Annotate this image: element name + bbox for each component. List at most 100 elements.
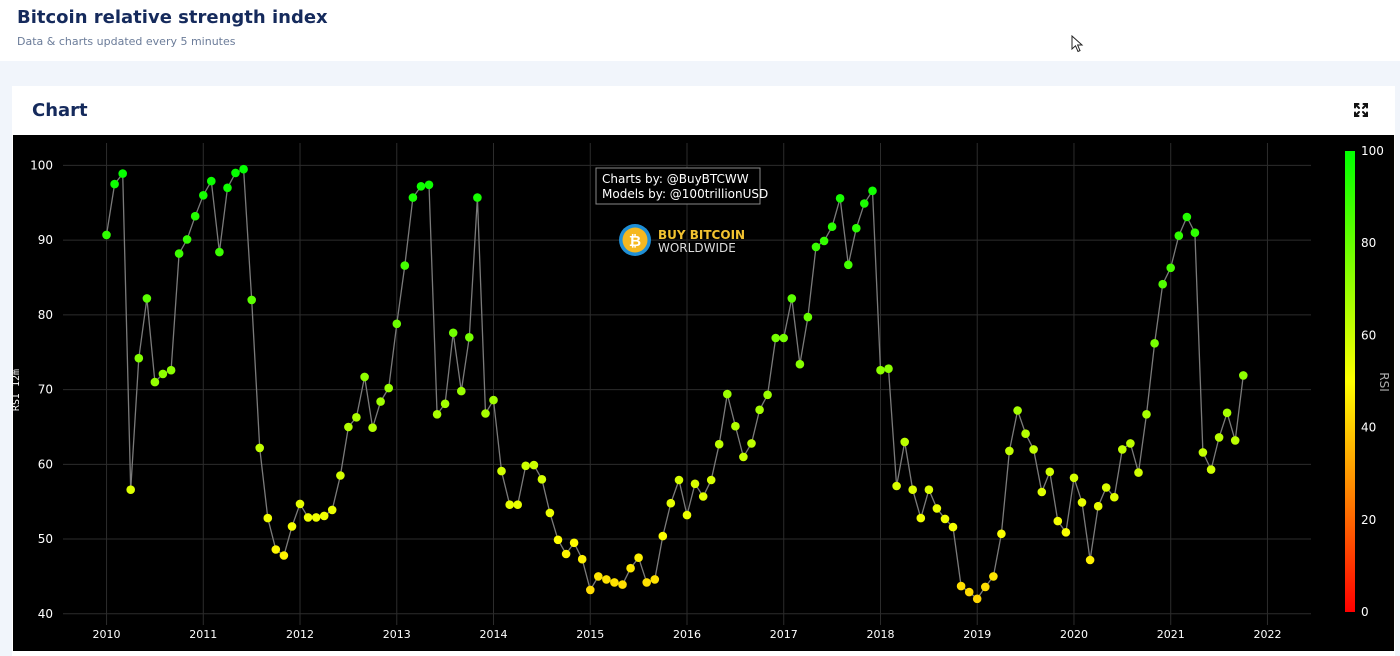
rsi-data-point bbox=[303, 513, 313, 522]
x-tick-label: 2017 bbox=[770, 628, 798, 641]
rsi-data-point bbox=[771, 333, 780, 343]
rsi-data-point bbox=[1069, 473, 1079, 483]
annotation-line-1: Charts by: @BuyBTCWW bbox=[602, 172, 749, 186]
rsi-data-point bbox=[1093, 501, 1103, 511]
rsi-data-point bbox=[126, 485, 135, 495]
rsi-data-point bbox=[263, 513, 273, 523]
rsi-data-point bbox=[997, 529, 1006, 539]
rsi-data-point bbox=[1053, 516, 1063, 526]
rsi-data-point bbox=[1005, 446, 1014, 456]
rsi-data-point bbox=[956, 581, 966, 591]
rsi-data-point bbox=[1222, 408, 1232, 418]
rsi-chart-svg[interactable]: 40 50 60 70 80 90 100 2010 2011 2012 2013 2014 2015 2… bbox=[13, 135, 1394, 651]
rsi-data-point bbox=[110, 179, 119, 189]
rsi-data-point bbox=[360, 372, 369, 382]
colorbar-tick-label: 40 bbox=[1361, 421, 1376, 435]
rsi-data-point bbox=[465, 333, 474, 342]
rsi-data-point bbox=[610, 578, 619, 587]
rsi-data-point bbox=[731, 421, 740, 431]
rsi-data-point bbox=[989, 572, 998, 581]
rsi-data-point bbox=[400, 261, 410, 270]
colorbar-tick-label: 100 bbox=[1361, 144, 1384, 158]
colorbar-tick-label: 20 bbox=[1361, 513, 1376, 527]
rsi-data-point bbox=[1142, 410, 1151, 419]
rsi-data-point bbox=[311, 513, 321, 522]
rsi-data-point bbox=[972, 594, 982, 604]
rsi-data-point bbox=[150, 377, 160, 387]
rsi-data-point bbox=[876, 365, 885, 375]
rsi-data-point bbox=[795, 359, 805, 369]
rsi-data-point bbox=[392, 319, 402, 329]
mouse-cursor-icon bbox=[1071, 35, 1084, 53]
rsi-data-point bbox=[900, 437, 909, 447]
watermark-line-2: WORLDWIDE bbox=[658, 241, 736, 255]
expand-arrows-icon bbox=[1354, 103, 1368, 117]
rsi-data-point bbox=[916, 513, 926, 523]
rsi-data-point bbox=[481, 409, 490, 418]
rsi-data-point bbox=[1166, 263, 1175, 273]
rsi-data-point bbox=[207, 176, 216, 186]
rsi-data-point bbox=[327, 505, 337, 515]
rsi-data-point bbox=[287, 522, 297, 531]
rsi-data-point bbox=[690, 479, 700, 489]
rsi-data-point bbox=[376, 397, 385, 406]
rsi-data-point bbox=[408, 193, 418, 202]
rsi-data-point bbox=[545, 508, 555, 518]
x-tick-label: 2019 bbox=[963, 628, 991, 641]
rsi-data-point bbox=[231, 168, 240, 178]
card-title: Chart bbox=[32, 100, 88, 121]
rsi-data-point bbox=[650, 575, 660, 584]
rsi-data-point bbox=[924, 485, 934, 495]
rsi-data-point bbox=[1150, 339, 1159, 348]
rsi-data-point bbox=[513, 500, 522, 510]
rsi-data-point bbox=[1230, 436, 1240, 445]
rsi-data-point bbox=[666, 498, 676, 508]
rsi-data-point bbox=[440, 399, 450, 409]
chart-plot[interactable]: 40 50 60 70 80 90 100 2010 2011 2012 2013 2014 2015 2… bbox=[13, 135, 1394, 651]
x-tick-label: 2013 bbox=[383, 628, 411, 641]
rsi-data-point bbox=[1206, 465, 1216, 474]
rsi-data-point bbox=[586, 585, 595, 595]
colorbar: 0 20 40 60 80 100 RSI bbox=[1345, 144, 1391, 619]
rsi-data-point bbox=[158, 369, 168, 379]
y-tick-label: 80 bbox=[38, 308, 53, 322]
colorbar-tick-labels: 0 20 40 60 80 100 bbox=[1361, 144, 1384, 619]
rsi-data-point bbox=[803, 312, 813, 322]
rsi-data-point bbox=[706, 475, 716, 485]
rsi-data-point bbox=[884, 364, 893, 373]
bitcoin-coin-icon: ₿ bbox=[619, 224, 651, 256]
rsi-data-point bbox=[336, 471, 345, 480]
rsi-data-point bbox=[457, 386, 466, 396]
rsi-data-point bbox=[521, 461, 530, 471]
expand-button[interactable] bbox=[1352, 101, 1370, 119]
x-tick-label: 2012 bbox=[286, 628, 314, 641]
rsi-data-point bbox=[190, 211, 200, 221]
rsi-data-point bbox=[1013, 406, 1022, 415]
rsi-data-point bbox=[626, 563, 635, 573]
rsi-data-point bbox=[1021, 429, 1030, 439]
rsi-data-point bbox=[1110, 492, 1119, 502]
x-tick-label: 2010 bbox=[93, 628, 121, 641]
rsi-data-point bbox=[368, 423, 377, 433]
rsi-data-point bbox=[658, 531, 668, 541]
rsi-data-point bbox=[1101, 483, 1111, 492]
rsi-data-point bbox=[618, 580, 627, 589]
rsi-data-point bbox=[577, 554, 587, 564]
annotation-line-2: Models by: @100trillionUSD bbox=[602, 187, 768, 201]
rsi-data-point bbox=[682, 510, 692, 520]
rsi-data-point bbox=[448, 328, 458, 338]
rsi-data-point bbox=[787, 294, 797, 303]
rsi-data-point bbox=[739, 452, 748, 462]
rsi-data-point bbox=[134, 353, 144, 363]
colorbar-tick-label: 60 bbox=[1361, 328, 1376, 342]
y-axis-title: RSI 12m bbox=[13, 369, 22, 411]
rsi-data-point bbox=[247, 295, 256, 305]
x-tick-label: 2011 bbox=[189, 628, 217, 641]
y-tick-label: 50 bbox=[38, 532, 53, 546]
rsi-data-point bbox=[892, 481, 901, 491]
rsi-data-point bbox=[835, 194, 845, 203]
rsi-data-point bbox=[860, 199, 869, 208]
rsi-data-point bbox=[1126, 439, 1135, 448]
rsi-data-point bbox=[569, 538, 579, 548]
rsi-data-point bbox=[844, 260, 853, 270]
